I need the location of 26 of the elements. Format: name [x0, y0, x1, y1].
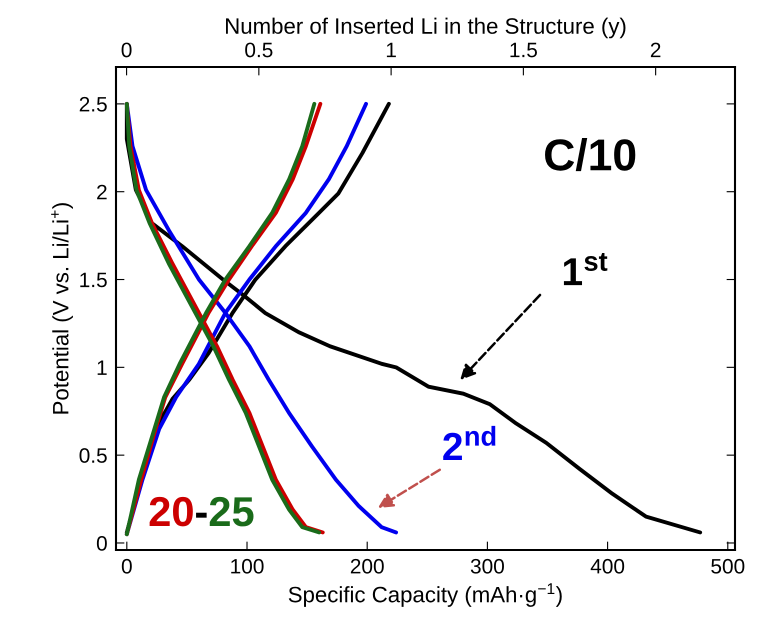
x2-axis-title: Number of Inserted Li in the Structure (y)	[226, 18, 626, 38]
x-tick-label: 400	[590, 558, 624, 574]
annotation: 1$^{st}$	[564, 252, 608, 286]
y-tick-label: 1.5	[80, 272, 107, 288]
x2-tick-label: 2	[650, 42, 660, 58]
x2-tick-label: 1.5	[510, 42, 537, 58]
y-tick-label: 2.5	[80, 96, 107, 112]
x2-tick-label: 1	[386, 42, 396, 58]
annotation: 25	[210, 496, 254, 526]
y-tick-label: 2	[97, 184, 107, 200]
annotation: C/10	[545, 138, 636, 172]
x-tick-label: 500	[711, 558, 744, 574]
x2-tick-label: 0.5	[245, 42, 272, 58]
y-axis-title: Potential (V vs. Li/Li$^{+}$)	[51, 203, 73, 414]
annotation: 2$^{nd}$	[443, 426, 496, 460]
y-tick-label: 1	[98, 360, 107, 375]
y-tick-label: 0	[96, 536, 107, 551]
x-tick-label: 300	[470, 558, 504, 574]
y-tick-label: 0.5	[80, 448, 107, 463]
x-axis-title: Specific Capacity (mAh·g$^{−1}$)	[288, 583, 562, 607]
x-tick-label: 0	[122, 558, 132, 574]
x2-tick-label: 0	[122, 42, 132, 58]
x-tick-label: 200	[350, 558, 384, 574]
annotation: -	[196, 512, 207, 518]
annotation: 20	[150, 496, 193, 526]
x-tick-label: 100	[231, 558, 264, 574]
